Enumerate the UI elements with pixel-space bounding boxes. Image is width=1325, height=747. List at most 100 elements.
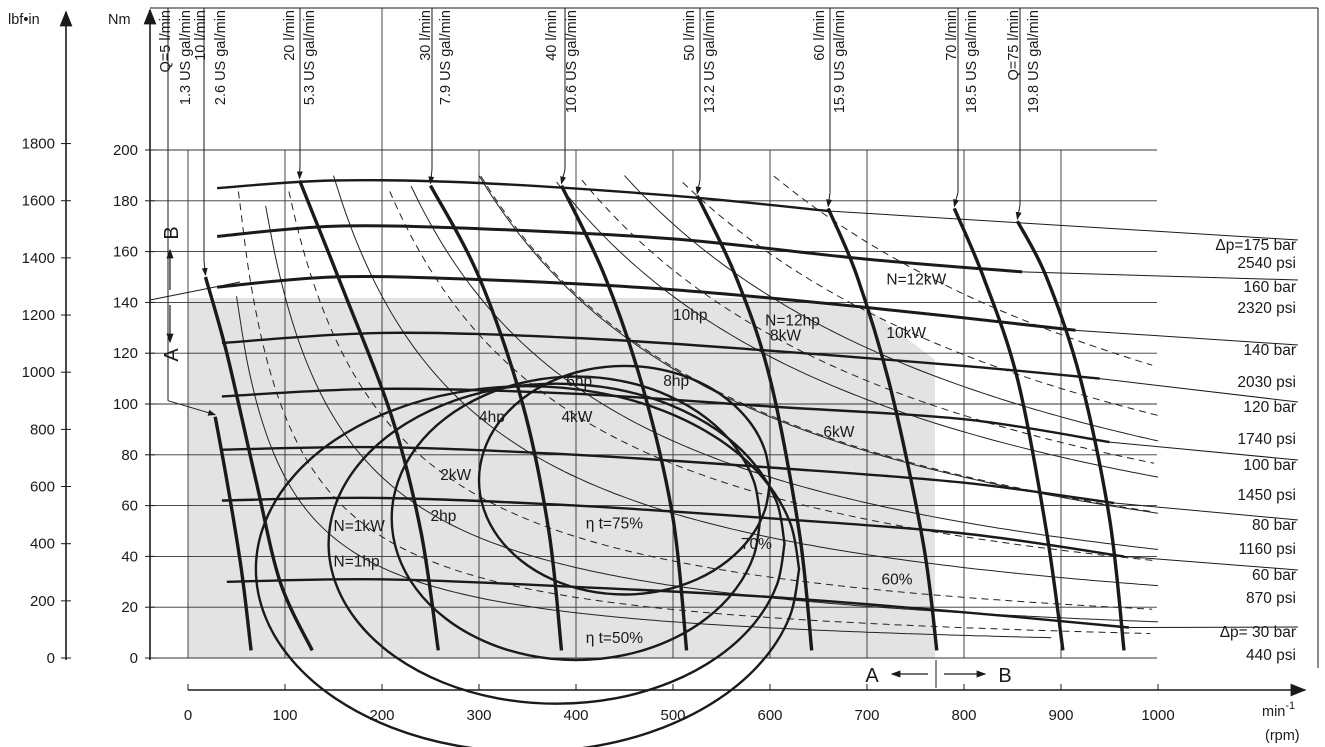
- flow-usgpm-label: 13.2 US gal/min: [702, 10, 718, 113]
- flow-arrow: [428, 169, 435, 185]
- a-b-divider: [149, 281, 241, 301]
- nm-tick-label: 60: [121, 498, 138, 515]
- x-tick-label: 800: [951, 707, 976, 724]
- flow-usgpm-label: 10.6 US gal/min: [564, 10, 580, 113]
- direction-A-label: A: [161, 348, 183, 362]
- flow-lpm-label: 70 l/min: [944, 10, 960, 61]
- pressure-bar-label: 100 bar: [1243, 457, 1296, 474]
- power-label: 2kW: [440, 467, 471, 484]
- pressure-curve: [217, 178, 829, 213]
- power-hp-curve: [333, 175, 1159, 587]
- flow-curve: [213, 416, 253, 651]
- nm-tick-label: 80: [121, 447, 138, 464]
- flow-curve: [428, 184, 564, 651]
- power-label: 6kW: [823, 424, 854, 441]
- power-label: N=12hp: [765, 312, 820, 329]
- pressure-psi-label: 2540 psi: [1237, 255, 1296, 272]
- pressure-curve: [226, 577, 1130, 629]
- x-tick-label: 0: [184, 707, 192, 724]
- nm-unit-label: Nm: [108, 12, 131, 28]
- flow-usgpm-label: 19.8 US gal/min: [1026, 10, 1042, 113]
- pressure-psi-label: 440 psi: [1246, 647, 1296, 664]
- power-label: 10hp: [673, 307, 707, 324]
- efficiency-label: 70%: [741, 536, 772, 553]
- grid: [150, 8, 1157, 659]
- efficiency-label: η t=50%: [586, 630, 644, 647]
- flow-lpm-label: Q=75 l/min: [1006, 10, 1022, 81]
- x-tick-label: 600: [757, 707, 782, 724]
- flow-usgpm-label: 2.6 US gal/min: [213, 10, 229, 105]
- lbf-tick-label: 200: [30, 593, 55, 610]
- flow-usgpm-label: 7.9 US gal/min: [438, 10, 454, 105]
- power-label: 4hp: [479, 409, 505, 426]
- flow-curve: [559, 184, 689, 651]
- x-tick-label: 300: [466, 707, 491, 724]
- x-tick-label: 500: [660, 707, 685, 724]
- flow-usgpm-label: 15.9 US gal/min: [832, 10, 848, 113]
- lbf-tick-label: 1200: [22, 307, 55, 324]
- lbf-tick-label: 0: [47, 650, 55, 667]
- power-label: 6hp: [566, 373, 592, 390]
- pressure-curve: [221, 387, 1110, 444]
- direction-B-label-x: B: [998, 665, 1011, 687]
- x-tick-label: 900: [1048, 707, 1073, 724]
- power-label: 4kW: [561, 409, 592, 426]
- flow-arrow: [953, 192, 959, 208]
- pressure-bar-label: 120 bar: [1243, 399, 1296, 416]
- power-label: 10kW: [886, 325, 926, 342]
- flow-lpm-label: 10 l/min: [193, 10, 209, 61]
- nm-tick-label: 160: [113, 244, 138, 261]
- pressure-leader-line: [828, 210, 1299, 241]
- pressure-leader-line: [1099, 378, 1299, 403]
- power-label: N=1kW: [334, 518, 386, 535]
- flow-usgpm-label: 5.3 US gal/min: [302, 10, 318, 105]
- efficiency-curve: [477, 364, 772, 596]
- pressure-leader-line: [1114, 502, 1299, 521]
- pressure-bar-label: Δp= 30 bar: [1220, 624, 1296, 641]
- nm-tick-label: 40: [121, 548, 138, 565]
- efficiency-label: η t=75%: [586, 515, 644, 532]
- shaded-region: [188, 298, 935, 658]
- flow-curve: [695, 194, 814, 651]
- pressure-psi-label: 1450 psi: [1237, 487, 1296, 504]
- lbf-tick-label: 1800: [22, 136, 55, 153]
- flow-lpm-label: 20 l/min: [282, 10, 298, 61]
- nm-tick-label: 120: [113, 345, 138, 362]
- axes: [59, 7, 1319, 697]
- x-unit-base: min: [1262, 704, 1285, 720]
- power-label: N=12kW: [886, 272, 946, 289]
- x-unit-label: min-1: [1262, 700, 1295, 720]
- power-hp-curve: [410, 185, 1159, 550]
- flow-usgpm-label: 1.3 US gal/min: [178, 10, 194, 105]
- flow-curve: [1015, 220, 1126, 651]
- flow-lpm-label: 30 l/min: [418, 10, 434, 61]
- direction-A-label-x: A: [865, 665, 879, 687]
- flow-curve: [952, 207, 1065, 651]
- lbf-tick-label: 400: [30, 536, 55, 553]
- flow-lpm-label: 50 l/min: [682, 10, 698, 61]
- efficiency-curve: [327, 382, 786, 705]
- flow-lpm-label: Q=5 l/min: [158, 10, 174, 72]
- x-tick-label: 400: [563, 707, 588, 724]
- efficiency-curve: [390, 375, 762, 662]
- power-label: 8kW: [770, 328, 801, 345]
- power-hp-curve: [556, 181, 1159, 478]
- pressure-leader-line: [1075, 329, 1299, 346]
- lbf-tick-label: 1000: [22, 364, 55, 381]
- lbf-unit-label: lbf•in: [8, 12, 40, 28]
- pressure-bar-label: 140 bar: [1243, 342, 1296, 359]
- flow-arrow: [201, 260, 208, 276]
- direction-B-label: B: [161, 226, 183, 239]
- flow-lpm-label: 40 l/min: [544, 10, 560, 61]
- flow-lpm-label: 60 l/min: [812, 10, 828, 61]
- power-label: N=1hp: [334, 554, 380, 571]
- lbf-tick-label: 1400: [22, 250, 55, 267]
- pressure-bar-label: 80 bar: [1252, 517, 1296, 534]
- x-tick-label: 100: [272, 707, 297, 724]
- power-hp-curve: [624, 175, 1159, 442]
- flow-curve: [203, 276, 314, 652]
- lbf-tick-label: 600: [30, 479, 55, 496]
- x-tick-label: 700: [854, 707, 879, 724]
